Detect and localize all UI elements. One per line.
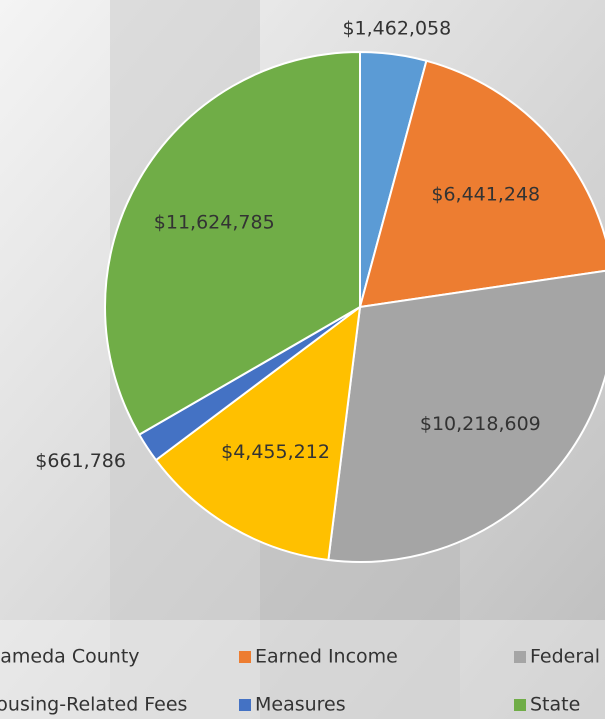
legend-label: Earned Income bbox=[255, 646, 398, 668]
legend-swatch bbox=[239, 699, 251, 711]
data-label: $6,441,248 bbox=[431, 184, 540, 206]
legend-swatch bbox=[514, 651, 526, 663]
legend-backdrop bbox=[0, 620, 605, 719]
legend-swatch bbox=[239, 651, 251, 663]
legend-label: Measures bbox=[255, 694, 346, 716]
pie-slice bbox=[154, 304, 362, 562]
pie-slice bbox=[358, 59, 605, 309]
legend-label: Federal bbox=[530, 646, 600, 668]
pie-slice bbox=[104, 50, 361, 437]
legend-label: Housing-Related Fees bbox=[0, 694, 187, 716]
legend-swatch bbox=[514, 699, 526, 711]
legend-label: Alameda County bbox=[0, 646, 140, 668]
pie-slice bbox=[327, 269, 605, 563]
data-label: $11,624,785 bbox=[154, 211, 275, 233]
data-label: $661,786 bbox=[35, 450, 126, 472]
data-label: $10,218,609 bbox=[420, 413, 541, 435]
legend-label: State bbox=[530, 694, 580, 716]
data-label: $4,455,212 bbox=[221, 441, 330, 463]
data-label: $1,462,058 bbox=[342, 17, 451, 39]
